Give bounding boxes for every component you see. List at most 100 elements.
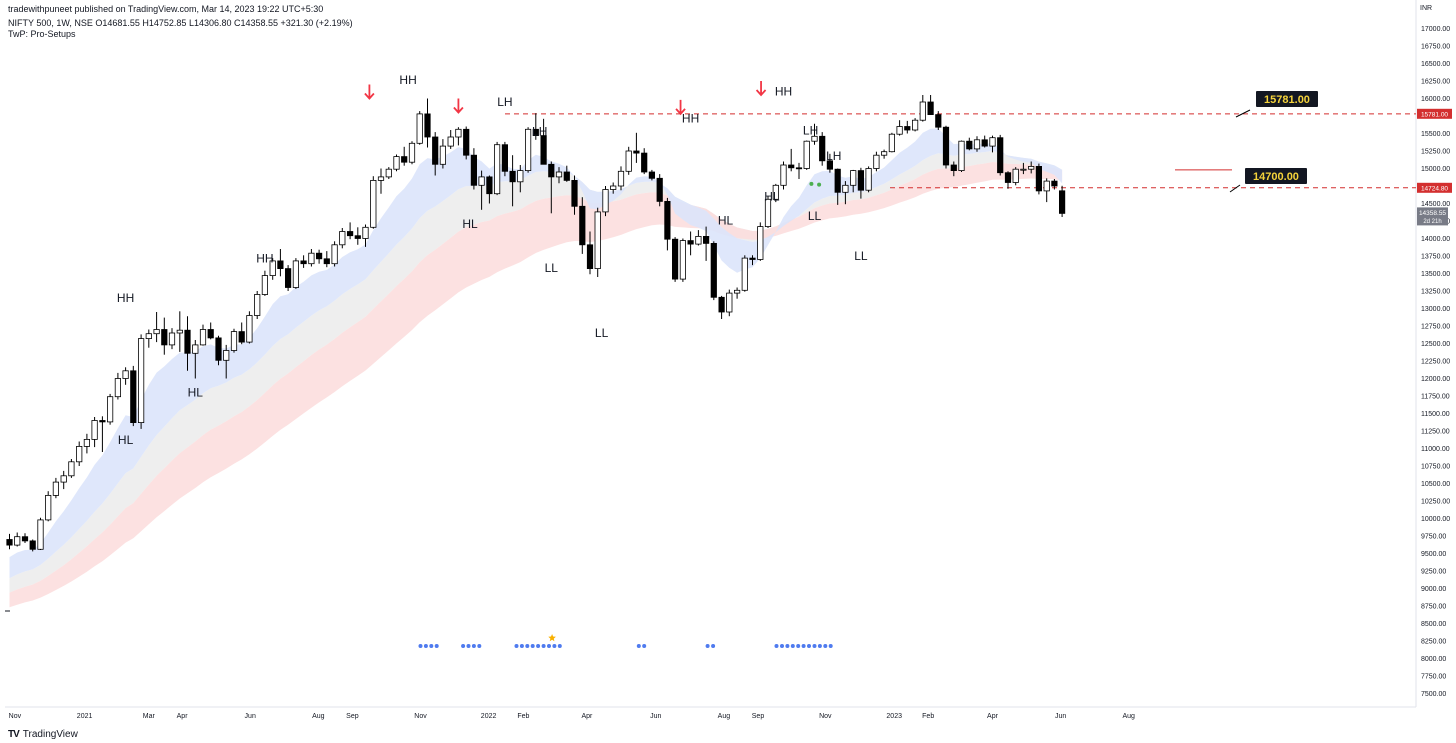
candle-up [416, 113, 423, 144]
candle-up [385, 168, 392, 178]
candle-down [826, 160, 834, 170]
candle-down [904, 126, 911, 131]
candle-down [981, 139, 988, 147]
tradingview-logo-icon: TV [8, 729, 20, 740]
candle-down [346, 231, 354, 237]
candle-up [223, 350, 230, 361]
level-price-tag-label: 15781.00 [1421, 111, 1448, 118]
candle-down [703, 235, 710, 244]
y-tick-label: 12750.00 [1421, 324, 1450, 331]
candle-up [83, 438, 90, 447]
price-callout-label: 14700.00 [1253, 171, 1299, 183]
x-tick-label: Nov [819, 713, 832, 720]
candle-down [718, 296, 725, 313]
candle-down [563, 171, 570, 181]
setup-dot [547, 644, 551, 648]
indicator-name: TwP: Pro-Setups [8, 29, 76, 39]
swing-label: HL [188, 386, 204, 400]
swing-label: HH [775, 84, 792, 98]
y-tick-label: 9250.00 [1421, 569, 1446, 576]
y-tick-label: 8500.00 [1421, 621, 1446, 628]
setup-dot [471, 644, 476, 648]
candle-up [292, 260, 300, 288]
candle-up [377, 176, 385, 181]
candle-down [424, 113, 431, 138]
candle-down [749, 257, 756, 260]
x-tick-label: 2022 [481, 713, 497, 720]
setup-dot [514, 644, 519, 648]
y-tick-label: 14500.00 [1421, 201, 1450, 208]
x-tick-label: Aug [312, 713, 325, 720]
candle-up [757, 226, 764, 260]
level-price-tag [1417, 182, 1452, 193]
x-tick-label: 2021 [77, 713, 93, 720]
candle-up [493, 144, 501, 195]
candle-down [207, 329, 214, 339]
setup-dot [530, 644, 535, 648]
candle-down [672, 238, 679, 280]
setup-dot [536, 644, 541, 648]
setup-dot [807, 644, 811, 648]
signal-dot [817, 182, 822, 187]
y-tick-label: 11000.00 [1421, 446, 1450, 453]
y-tick-label: 13500.00 [1421, 271, 1450, 278]
candle-down [834, 168, 841, 193]
signal-dot [809, 181, 814, 186]
y-tick-label: 16250.00 [1421, 79, 1450, 86]
candle-up [137, 338, 145, 424]
x-tick-label: Apr [581, 713, 593, 720]
y-tick-label: 11250.00 [1421, 429, 1450, 436]
setup-dot [434, 644, 439, 648]
setup-dot [525, 644, 530, 648]
sell-arrow-icon [755, 81, 767, 97]
setup-dot [774, 644, 779, 648]
y-tick-label: 14000.00 [1421, 236, 1450, 243]
candle-down [687, 240, 694, 245]
candle-down [277, 260, 284, 269]
last-price-label: 14358.55 [1419, 210, 1446, 217]
swing-label: HL [718, 213, 734, 227]
x-tick-label: Nov [414, 713, 427, 720]
candle-up [339, 231, 346, 246]
candle-up [14, 536, 21, 546]
candle-up [478, 176, 485, 186]
candle-up [803, 140, 810, 169]
candle-up [107, 396, 114, 423]
setup-dot [519, 644, 524, 648]
candle-down [819, 135, 826, 162]
publisher-line: tradewithpuneet published on TradingView… [8, 4, 324, 14]
y-tick-label: 15500.00 [1421, 131, 1450, 138]
candle-up [842, 184, 849, 193]
x-tick-label: Aug [718, 713, 731, 720]
candle-up [625, 150, 632, 172]
footer-brand-text: TradingView [22, 729, 78, 740]
y-tick-label: 15250.00 [1421, 149, 1450, 156]
candle-down [323, 258, 330, 265]
candle-up [602, 189, 609, 213]
candle-up [114, 378, 121, 398]
candle-up [695, 235, 702, 245]
y-tick-label: 9000.00 [1421, 586, 1446, 593]
x-tick-label: Feb [922, 713, 934, 720]
candle-down [641, 152, 648, 173]
setup-dot [461, 644, 466, 648]
candle-up [269, 260, 276, 276]
currency-label: INR [1420, 5, 1432, 12]
candle-down [161, 329, 168, 346]
candle-down [21, 536, 29, 542]
swing-label: HH [256, 252, 273, 266]
candle-up [617, 170, 625, 187]
candle-up [610, 185, 617, 190]
candle-down [6, 539, 13, 546]
setup-dot [636, 644, 641, 648]
candle-up [168, 332, 176, 346]
candle-up [199, 329, 207, 346]
x-tick-label: Sep [346, 713, 359, 720]
candle-down [548, 163, 555, 178]
swing-label: HH [682, 112, 699, 126]
candle-up [850, 170, 857, 186]
y-tick-label: 10500.00 [1421, 481, 1450, 488]
setup-dot [785, 644, 790, 648]
setup-dot [828, 644, 833, 648]
